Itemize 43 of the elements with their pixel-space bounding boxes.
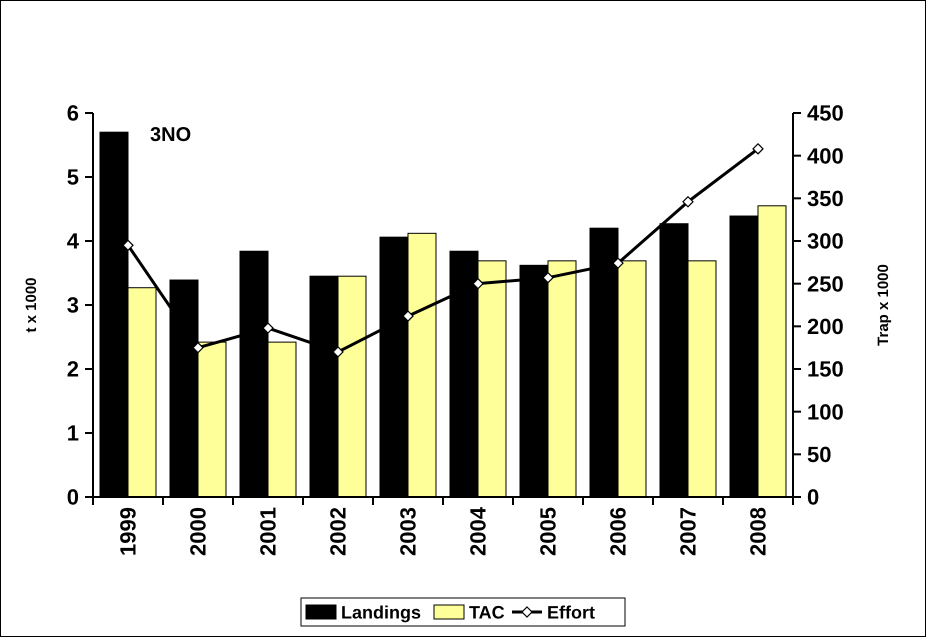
y2-tick-label: 300: [807, 228, 844, 254]
x-tick-label: 2000: [186, 507, 211, 556]
legend-label: Effort: [547, 602, 595, 622]
y-tick-label: 0: [66, 484, 79, 510]
y-tick-label: 5: [66, 164, 79, 190]
point: [192, 342, 204, 354]
x-tick-label: 2002: [326, 507, 351, 556]
point: [612, 258, 624, 269]
point: [752, 143, 764, 154]
y2-tick-label: 0: [807, 484, 820, 510]
point: [542, 272, 554, 284]
y2-tick-label: 400: [807, 143, 844, 168]
annotation: 3NO: [150, 124, 192, 146]
x-tick-label: 2006: [606, 507, 631, 556]
y-tick-label: 6: [66, 100, 79, 126]
point: [682, 196, 694, 208]
point: [122, 240, 134, 251]
y2-tick-label: 100: [807, 399, 844, 424]
y2-tick-label: 50: [807, 442, 832, 468]
legend-label: TAC: [469, 602, 505, 622]
legend-label: Landings: [341, 602, 421, 622]
point: [402, 310, 414, 322]
y-tick-label: 2: [66, 356, 79, 382]
x-tick-label: 2001: [256, 507, 281, 556]
x-tick-label: 2004: [466, 506, 491, 556]
y2-tick-label: 450: [807, 100, 844, 126]
point: [472, 278, 484, 290]
y2-tick-label: 150: [807, 356, 844, 382]
y2-tick-label: 250: [807, 271, 844, 296]
x-tick-label: 2007: [676, 507, 701, 556]
y-tick-label: 4: [66, 228, 80, 254]
y2-axis-title: Trap x 1000: [875, 264, 892, 346]
y-axis-title: t x 1000: [23, 277, 40, 333]
y-tick-label: 3: [66, 292, 79, 318]
y2-tick-label: 350: [807, 186, 844, 212]
y2-tick-label: 200: [807, 314, 844, 340]
x-tick-label: 2003: [396, 507, 421, 556]
x-tick-label: 1999: [116, 507, 141, 556]
y-tick-label: 1: [66, 420, 79, 446]
point: [332, 346, 344, 358]
x-tick-label: 2005: [536, 507, 561, 556]
point: [262, 322, 274, 334]
x-tick-label: 2008: [746, 507, 771, 556]
